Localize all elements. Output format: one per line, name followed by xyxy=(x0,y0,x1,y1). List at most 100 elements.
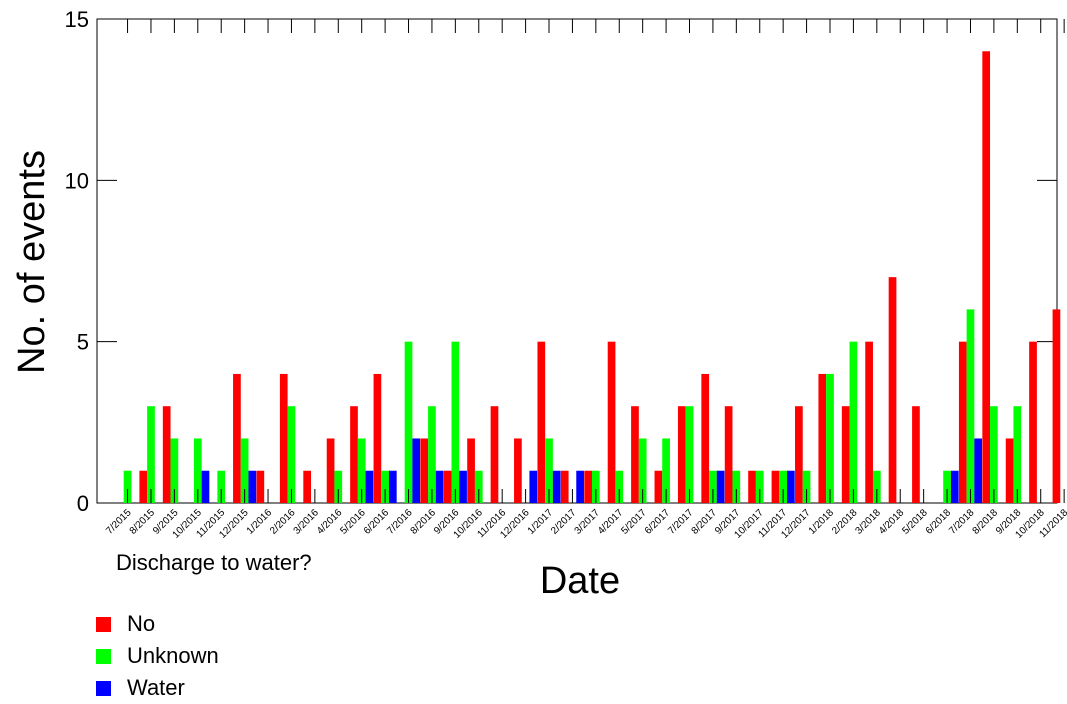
bar-no-8-2017 xyxy=(701,373,710,503)
bar-water-5-2016 xyxy=(365,470,374,503)
bar-unknown-7-2016 xyxy=(404,341,413,503)
bar-no-8-2016 xyxy=(420,438,429,503)
bar-no-4-2016 xyxy=(326,438,335,503)
x-tick-label: 6/2016 xyxy=(362,507,392,537)
x-tick-label: 6/2017 xyxy=(643,507,673,537)
bar-unknown-6-2016 xyxy=(381,470,389,503)
bar-no-6-2017 xyxy=(654,470,663,503)
x-tick-label: 6/2018 xyxy=(924,507,954,537)
bar-no-9-2016 xyxy=(443,470,452,503)
bar-unknown-5-2016 xyxy=(357,438,366,503)
legend-label-no: No xyxy=(127,611,156,636)
bar-no-7-2018 xyxy=(958,341,967,503)
bar-no-12-2017 xyxy=(795,406,803,503)
bar-water-8-2016 xyxy=(435,470,444,503)
y-tick-label: 0 xyxy=(77,491,89,516)
bar-no-1-2017 xyxy=(537,341,546,503)
x-tick-label: 1/2016 xyxy=(245,507,275,537)
bar-no-8-2018 xyxy=(982,51,991,504)
bar-no-2-2017 xyxy=(560,470,569,503)
legend-item-unknown: Unknown xyxy=(96,640,219,672)
x-tick-label: 2/2018 xyxy=(830,507,860,537)
bar-water-7-2018 xyxy=(974,438,983,503)
y-tick-label: 5 xyxy=(77,330,89,355)
bar-unknown-4-2017 xyxy=(615,470,624,503)
bar-no-10-2017 xyxy=(748,470,756,503)
bar-unknown-10-2016 xyxy=(474,470,483,503)
bar-unknown-10-2017 xyxy=(755,470,764,503)
bar-no-9-2017 xyxy=(724,406,733,503)
x-tick-label: 3/2017 xyxy=(573,507,603,537)
legend-swatch-water xyxy=(96,680,111,696)
bar-unknown-3-2018 xyxy=(872,470,881,503)
bar-no-11-2016 xyxy=(490,406,499,503)
bar-water-6-2018 xyxy=(950,470,959,503)
x-tick-label: 1/2018 xyxy=(807,507,837,537)
bar-unknown-8-2016 xyxy=(428,406,436,503)
bar-unknown-2-2016 xyxy=(287,406,296,503)
bar-unknown-7-2018 xyxy=(966,309,975,503)
x-tick-label: 3/2016 xyxy=(292,507,322,537)
bar-no-1-2016 xyxy=(256,470,265,503)
bar-unknown-9-2017 xyxy=(732,470,741,503)
bar-unknown-9-2018 xyxy=(1013,406,1022,503)
bar-no-1-2018 xyxy=(818,373,827,503)
bar-unknown-8-2017 xyxy=(709,470,717,503)
legend-swatch-unknown xyxy=(96,648,111,664)
bar-no-3-2016 xyxy=(303,470,312,503)
bar-unknown-3-2017 xyxy=(591,470,600,503)
bar-unknown-1-2018 xyxy=(826,373,834,503)
bar-unknown-12-2015 xyxy=(240,438,249,503)
bar-no-10-2016 xyxy=(467,438,475,503)
bar-no-5-2017 xyxy=(631,406,639,503)
bar-unknown-6-2018 xyxy=(943,470,951,503)
bar-no-2-2016 xyxy=(279,373,288,503)
bar-no-7-2017 xyxy=(677,406,686,503)
x-tick-label: 4/2017 xyxy=(596,507,626,537)
bar-no-8-2015 xyxy=(139,470,148,503)
x-tick-label: 4/2018 xyxy=(877,507,907,537)
x-tick-label: 5/2016 xyxy=(338,507,368,537)
bar-unknown-10-2015 xyxy=(193,438,202,503)
x-tick-label: 8/2017 xyxy=(690,507,720,537)
bar-unknown-12-2017 xyxy=(802,470,811,503)
bar-no-11-2017 xyxy=(771,470,780,503)
bar-no-3-2017 xyxy=(584,470,592,503)
bar-no-6-2016 xyxy=(373,373,382,503)
x-axis-label: Date xyxy=(540,560,620,602)
bar-no-11-2018 xyxy=(1052,309,1061,503)
x-tick-label: 7/2018 xyxy=(947,507,977,537)
bar-no-5-2018 xyxy=(912,406,920,503)
bar-unknown-7-2017 xyxy=(685,406,694,503)
bar-unknown-6-2017 xyxy=(662,438,670,503)
bar-no-12-2015 xyxy=(233,373,241,503)
bar-unknown-8-2015 xyxy=(147,406,155,503)
legend-item-no: No xyxy=(96,608,219,640)
y-tick-label: 10 xyxy=(65,168,89,193)
bar-water-12-2015 xyxy=(248,470,257,503)
bar-no-2-2018 xyxy=(841,406,850,503)
bar-unknown-9-2015 xyxy=(170,438,179,503)
x-tick-label: 2/2016 xyxy=(268,507,298,537)
bar-no-10-2018 xyxy=(1029,341,1037,503)
bar-water-11-2017 xyxy=(787,470,795,503)
x-tick-label: 2/2017 xyxy=(549,507,579,537)
bar-unknown-2-2018 xyxy=(849,341,858,503)
bar-unknown-7-2015 xyxy=(123,470,132,503)
bar-unknown-5-2017 xyxy=(638,438,647,503)
bar-no-9-2018 xyxy=(1005,438,1014,503)
bar-water-1-2017 xyxy=(552,470,561,503)
bar-water-12-2016 xyxy=(529,470,538,503)
x-tick-label: 7/2016 xyxy=(385,507,415,537)
y-axis-label: No. of events xyxy=(11,150,53,374)
bar-unknown-1-2017 xyxy=(545,438,553,503)
x-tick-label: 7/2017 xyxy=(666,507,696,537)
bar-water-9-2016 xyxy=(459,470,467,503)
legend: No Unknown Water xyxy=(96,608,219,704)
bar-unknown-11-2015 xyxy=(217,470,226,503)
x-tick-label: 5/2018 xyxy=(900,507,930,537)
x-tick-label: 8/2015 xyxy=(128,507,158,537)
legend-item-water: Water xyxy=(96,672,219,704)
x-tick-label: 5/2017 xyxy=(619,507,649,537)
